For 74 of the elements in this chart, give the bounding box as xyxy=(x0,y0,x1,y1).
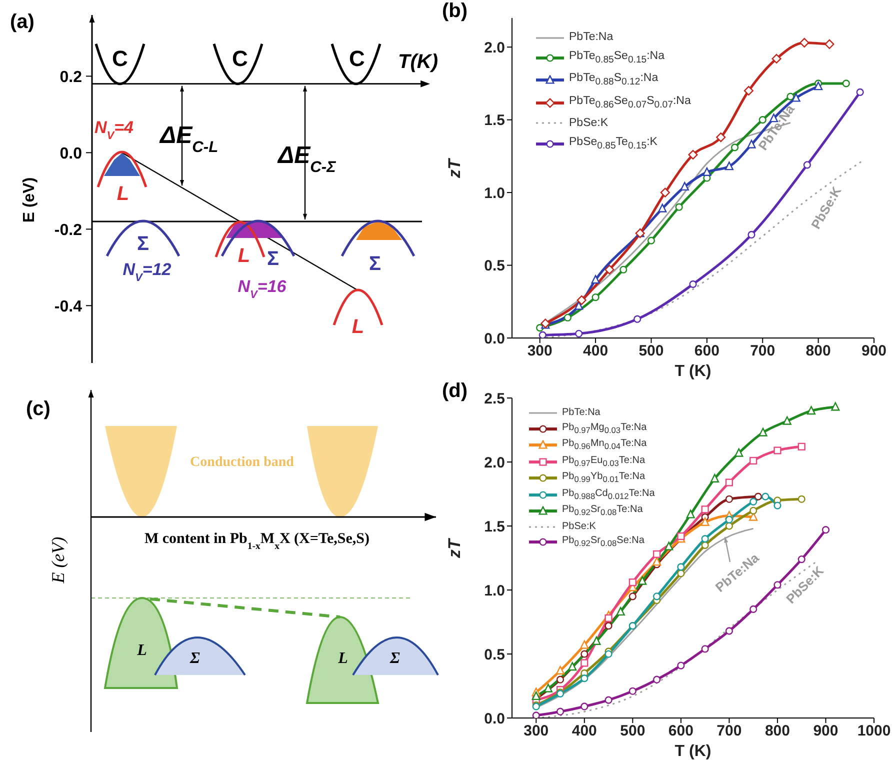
x-tick-label: 1000 xyxy=(857,722,891,740)
x-tick-label: 800 xyxy=(806,342,831,360)
x-tick-label: 600 xyxy=(694,342,720,360)
x-tick-label: 900 xyxy=(813,722,838,740)
annotation: C xyxy=(112,46,128,71)
x-tick-label: 900 xyxy=(861,342,887,360)
x-tick-label: 500 xyxy=(620,722,646,740)
legend-label: Pb$_{0.97}$Eu$_{0.03}$Te:Na xyxy=(562,454,646,470)
y-tick-label: 1.5 xyxy=(484,518,505,536)
legend-label: PbTe$_{0.88}$S$_{0.12}$:Na xyxy=(569,71,658,90)
legend-label: PbSe$_{0.85}$Te$_{0.15}$:K xyxy=(569,134,658,154)
annotation: L xyxy=(116,183,130,205)
annotation: N$_{V}$=4 xyxy=(94,118,134,142)
legend-label: PbSe:K xyxy=(569,116,608,131)
y-tick-label: 0.0 xyxy=(484,330,505,348)
annotation: Σ xyxy=(266,248,280,270)
chart-title: (d) xyxy=(442,380,468,403)
y-tick-label: 0.5 xyxy=(484,646,505,664)
annotation: Σ xyxy=(368,253,382,275)
x-tick-label: 800 xyxy=(764,722,790,740)
annotation: C xyxy=(349,46,366,71)
y-tick-label: 0.0 xyxy=(60,146,82,163)
text: Σ xyxy=(389,650,400,667)
text: Σ xyxy=(189,650,200,667)
annotation: L xyxy=(238,245,250,267)
x-tick-label: 300 xyxy=(524,722,549,740)
annotation: L xyxy=(352,316,364,338)
y-tick-label: 2.0 xyxy=(484,39,505,56)
annotation: N$_{V}$=16 xyxy=(238,277,287,301)
x-tick-label: 700 xyxy=(716,722,742,740)
chart-title: (a) xyxy=(10,11,34,33)
y-tick-label: -0.4 xyxy=(54,298,82,316)
annotation: N$_{V}$=12 xyxy=(122,260,172,284)
x-tick-label: 500 xyxy=(638,342,664,360)
y-tick-label: 1.0 xyxy=(484,582,505,600)
y-tick-label: 1.0 xyxy=(484,184,505,202)
chart-title: (b) xyxy=(442,0,468,23)
text: L xyxy=(136,642,148,659)
y-tick-label: 0.5 xyxy=(484,258,505,275)
x-tick-label: 600 xyxy=(668,722,694,740)
x-axis-title: T (K) xyxy=(674,363,712,380)
legend-label: Pb$_{0.97}$Mg$_{0.03}$Te:Na xyxy=(562,420,647,436)
x-tick-label: 400 xyxy=(572,722,597,740)
x-tick-label: 700 xyxy=(750,342,776,360)
legend-label: Pb$_{0.96}$Mn$_{0.04}$Te:Na xyxy=(562,437,647,453)
legend-label: Pb$_{0.92}$Sr$_{0.08}$Se:Na xyxy=(562,534,644,550)
annotation: Σ xyxy=(136,233,150,255)
legend-label: PbTe$_{0.85}$Se$_{0.15}$:Na xyxy=(569,49,665,68)
y-tick-label: 1.5 xyxy=(484,112,505,130)
legend-label: PbTe$_{0.86}$Se$_{0.07}$S$_{0.07}$:Na xyxy=(569,94,691,112)
y-tick-label: 2.5 xyxy=(484,390,505,408)
x-axis-title: T (K) xyxy=(674,743,712,760)
y-axis-title: E (eV) xyxy=(21,177,38,223)
x-tick-label: 400 xyxy=(583,342,608,360)
text: L xyxy=(337,650,348,667)
legend-label: PbSe:K xyxy=(562,520,596,534)
legend-label: Pb$_{0.988}$Cd$_{0.012}$Te:Na xyxy=(562,486,655,502)
annotation: C xyxy=(232,46,248,71)
y-tick-label: 2.0 xyxy=(484,454,505,472)
y-axis-title: zT xyxy=(445,158,464,179)
x-tick-label: 300 xyxy=(527,342,552,360)
legend-label: Pb$_{0.92}$Sr$_{0.08}$Te:Na xyxy=(562,503,643,519)
y-tick-label: 0.0 xyxy=(484,710,505,728)
y-axis-title: zT xyxy=(445,538,464,559)
text: Conduction band xyxy=(190,455,294,470)
legend-label: PbTe:Na xyxy=(569,30,614,45)
text: M content in Pb$_{1-x}$M$_{x}$X (X=Te,Se,S) xyxy=(144,531,370,552)
text: E (eV) xyxy=(48,536,68,584)
y-tick-label: -0.2 xyxy=(54,222,82,240)
legend-label: Pb$_{0.99}$Yb$_{0.01}$Te:Na xyxy=(562,470,646,486)
legend-label: PbTe:Na xyxy=(562,406,600,420)
x-axis-title: T(K) xyxy=(398,51,438,73)
y-tick-label: 0.2 xyxy=(60,69,82,86)
text: (c) xyxy=(26,398,50,420)
